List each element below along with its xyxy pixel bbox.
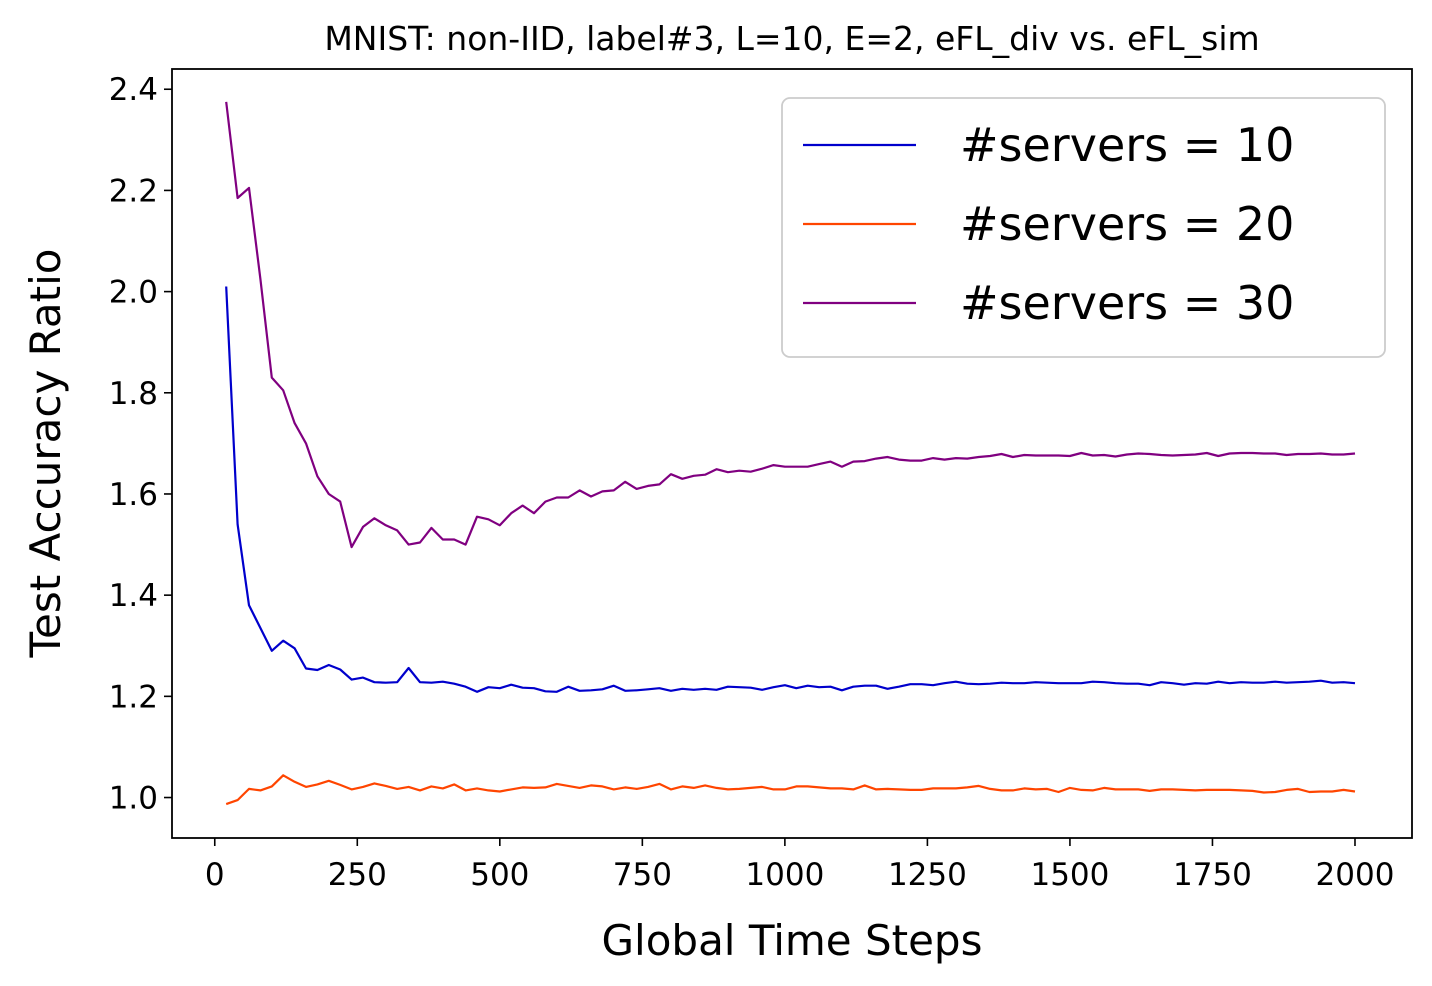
- series-line-2: [225, 774, 1356, 806]
- y-axis-label: Test Accuracy Ratio: [21, 249, 70, 659]
- x-tick-label: 0: [205, 857, 225, 893]
- y-tick-label: 2.2: [109, 173, 158, 209]
- x-axis-label: Global Time Steps: [602, 916, 983, 965]
- y-tick-label: 1.6: [109, 477, 158, 513]
- x-tick-label: 1750: [1173, 857, 1252, 893]
- series-line-1: [225, 286, 1356, 693]
- legend-label-1: #servers = 10: [960, 118, 1294, 172]
- y-tick-label: 1.0: [109, 781, 158, 817]
- y-tick-label: 1.2: [109, 679, 158, 715]
- y-tick-label: 1.4: [109, 578, 158, 614]
- x-axis: 0 250 500 750 1000 1250 1500 1750 2000: [205, 838, 1395, 893]
- x-tick-label: 500: [470, 857, 529, 893]
- x-tick-label: 250: [328, 857, 387, 893]
- x-tick-label: 2000: [1316, 857, 1395, 893]
- y-axis: 1.0 1.2 1.4 1.6 1.8 2.0 2.2 2.4: [109, 72, 172, 817]
- y-tick-label: 2.4: [109, 72, 158, 108]
- legend-label-3: #servers = 30: [960, 276, 1294, 330]
- series-line-3: [225, 101, 1356, 549]
- plot-frame: [171, 68, 1413, 839]
- x-tick-label: 1000: [745, 857, 824, 893]
- x-tick-label: 750: [613, 857, 672, 893]
- chart-title: MNIST: non-IID, label#3, L=10, E=2, eFL_…: [324, 19, 1259, 58]
- legend-label-2: #servers = 20: [960, 197, 1294, 251]
- legend-box: [781, 97, 1386, 358]
- x-tick-label: 1250: [888, 857, 967, 893]
- y-tick-label: 2.0: [109, 275, 158, 311]
- y-tick-label: 1.8: [109, 376, 158, 412]
- x-tick-label: 1500: [1030, 857, 1109, 893]
- series-layer: [225, 101, 1356, 806]
- legend: #servers = 10 #servers = 20 #servers = 30: [781, 97, 1386, 358]
